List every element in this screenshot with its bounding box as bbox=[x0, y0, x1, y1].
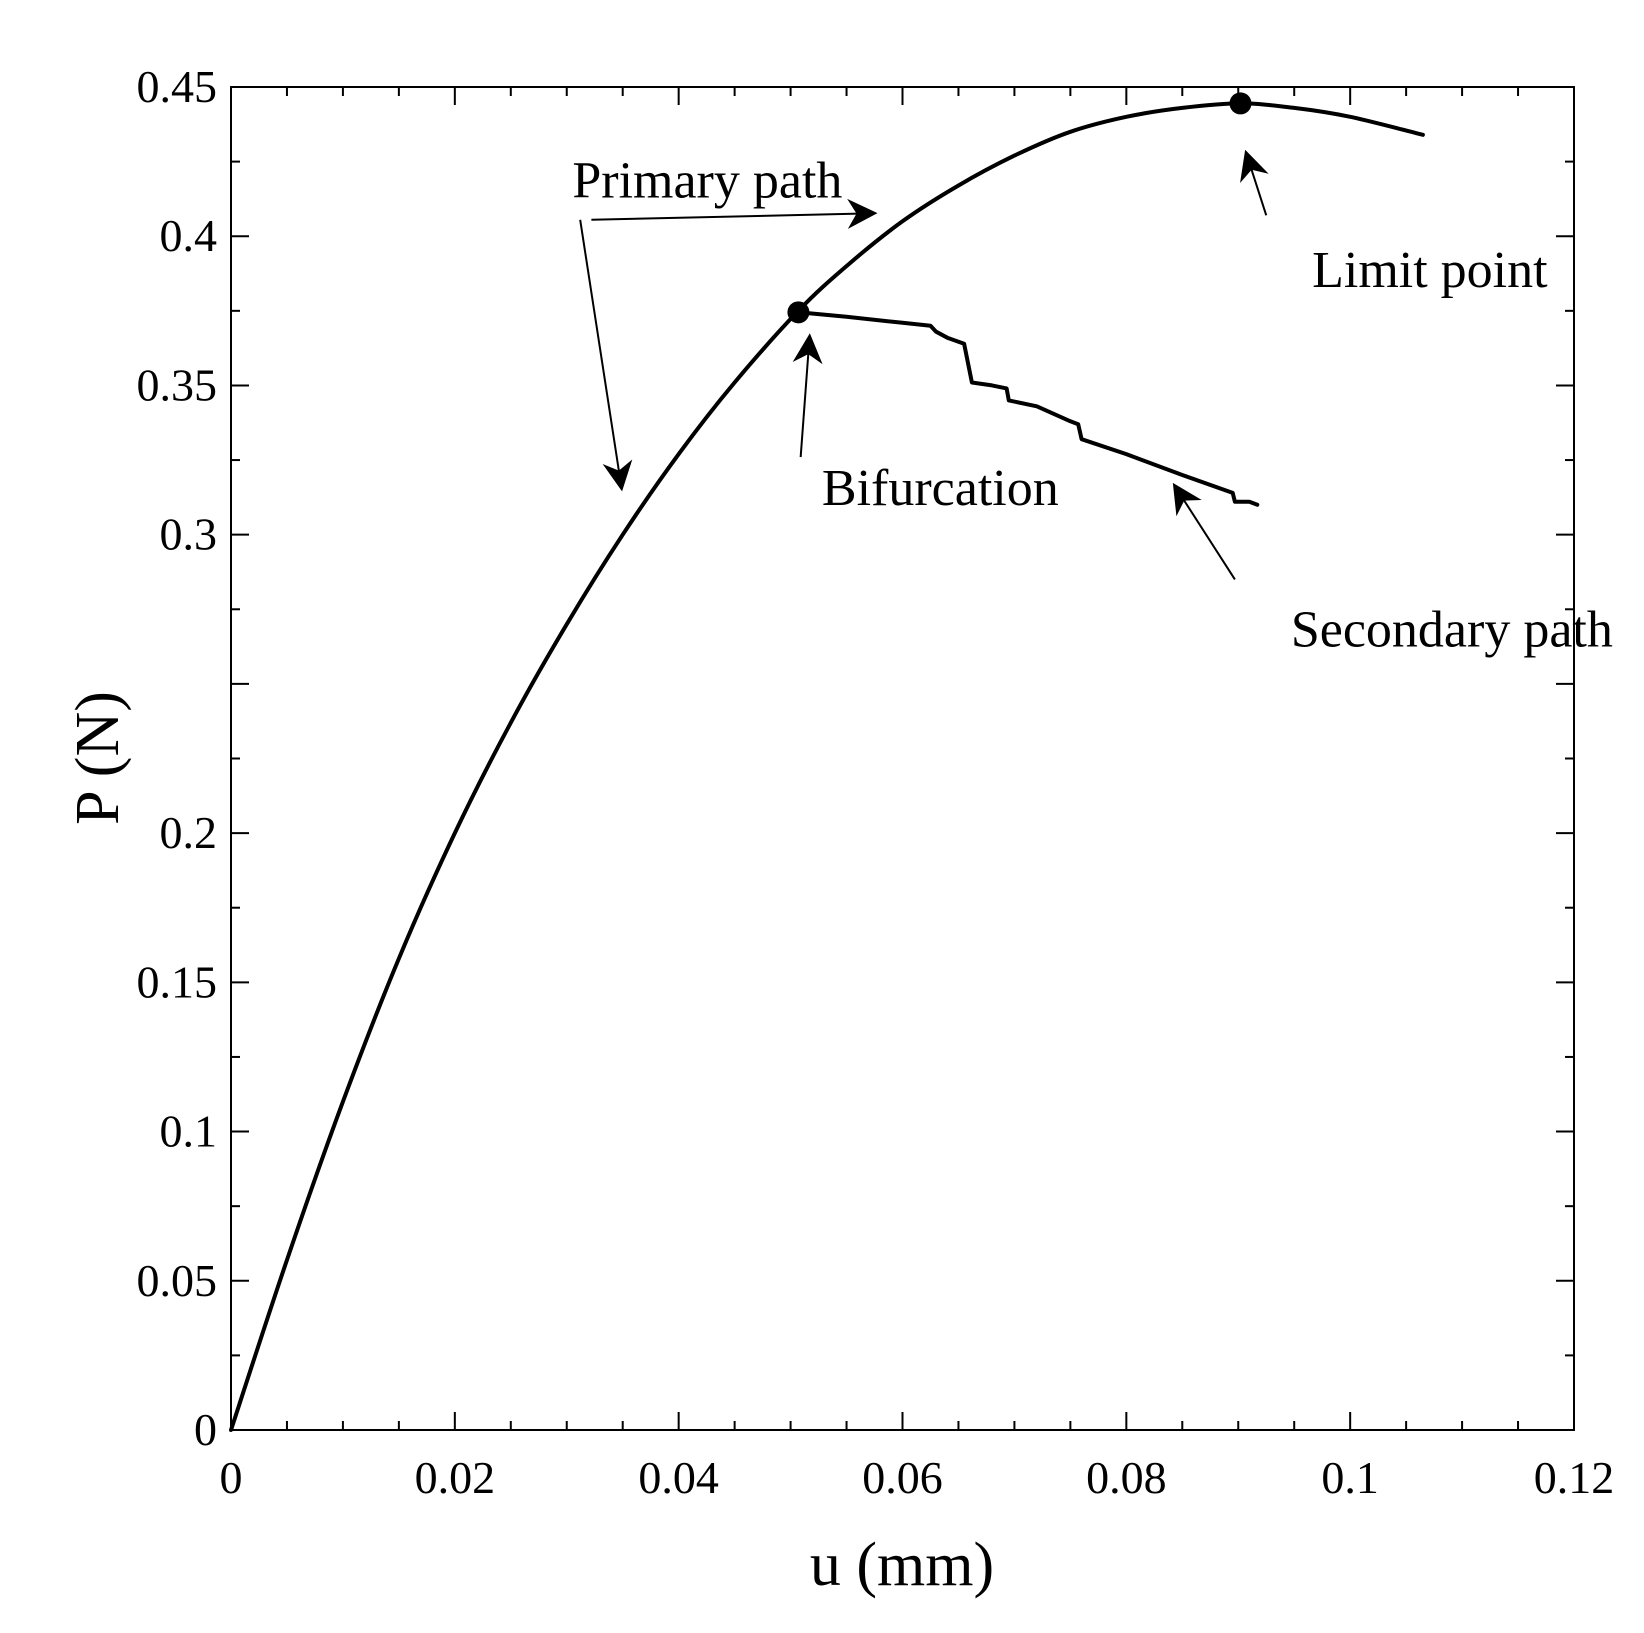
secondary-arrow bbox=[1172, 482, 1236, 580]
x-tick-label: 0.02 bbox=[415, 1452, 496, 1503]
y-tick-label: 0.15 bbox=[137, 956, 218, 1007]
x-tick-label: 0.1 bbox=[1321, 1452, 1379, 1503]
primary-label: Primary path bbox=[572, 152, 842, 209]
y-tick-label: 0.45 bbox=[137, 61, 218, 112]
series-layer bbox=[229, 101, 1425, 1432]
x-tick-label: 0.08 bbox=[1086, 1452, 1167, 1503]
y-axis-title: P (N) bbox=[64, 691, 132, 825]
x-tick-label: 0.12 bbox=[1534, 1452, 1615, 1503]
primary-arrow bbox=[579, 219, 633, 492]
primary-path-line bbox=[229, 101, 1425, 1432]
y-tick-label: 0.05 bbox=[137, 1255, 218, 1306]
x-axis-title: u (mm) bbox=[810, 1531, 994, 1599]
secondary-path-line bbox=[796, 310, 1260, 507]
x-tick-label: 0 bbox=[220, 1452, 243, 1503]
bifurcation-label: Bifurcation bbox=[822, 460, 1059, 517]
point-markers bbox=[787, 92, 1252, 324]
annotation-arrows bbox=[579, 149, 1269, 580]
y-tick-label: 0.35 bbox=[137, 359, 218, 410]
primary-arrow bbox=[591, 198, 878, 229]
limit-label: Limit point bbox=[1312, 242, 1548, 299]
secondary-label: Secondary path bbox=[1291, 602, 1613, 659]
tick-marks bbox=[231, 87, 1574, 1430]
y-tick-label: 0.3 bbox=[160, 509, 218, 560]
y-tick-label: 0.4 bbox=[160, 210, 218, 261]
x-tick-label: 0.04 bbox=[638, 1452, 719, 1503]
bifurcation-arrow bbox=[792, 333, 823, 458]
y-tick-label: 0.2 bbox=[160, 807, 218, 858]
y-tick-label: 0 bbox=[194, 1404, 217, 1455]
y-tick-label: 0.1 bbox=[160, 1106, 218, 1157]
x-tick-label: 0.06 bbox=[862, 1452, 943, 1503]
limit-point-marker bbox=[1229, 92, 1252, 115]
bifurcation-marker bbox=[787, 301, 810, 324]
tick-labels: 0 0.02 0.04 0.06 0.08 0.1 0.12 0 0.05 0.1 0.15 0.2 0… bbox=[137, 61, 1615, 1503]
annotations: Primary path Bifurcation Limit point Second… bbox=[572, 152, 1613, 658]
limit-arrow bbox=[1240, 149, 1269, 216]
